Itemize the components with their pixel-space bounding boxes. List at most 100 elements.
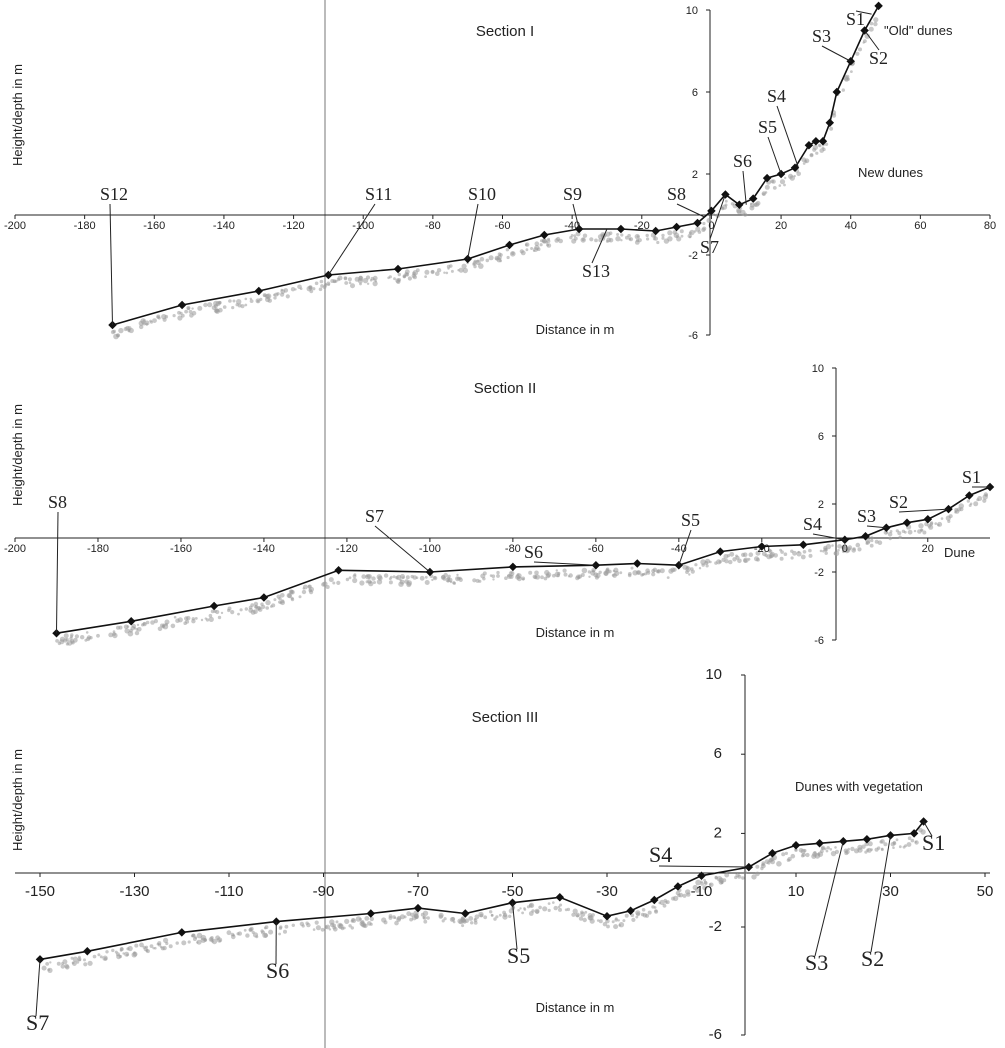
section-2-x-tick-label: 0 <box>842 543 848 555</box>
section-3-data-point <box>177 928 187 937</box>
section-1-x-tick-label: -180 <box>74 220 96 232</box>
section-2-station-label: S1 <box>962 467 981 487</box>
section-2-data-point <box>882 523 891 533</box>
section-1-data-point <box>616 224 626 234</box>
section-3-station-label: S2 <box>861 946 884 971</box>
section-1-y-tick-label: 2 <box>692 169 698 181</box>
section-1-station-label: S9 <box>563 184 582 204</box>
section-1-station-leader <box>572 203 580 230</box>
section-2-station-label: S3 <box>857 506 876 526</box>
section-2-station-leader <box>866 525 887 529</box>
section-3-data-point <box>909 829 919 838</box>
section-1-profile-line <box>112 5 880 326</box>
section-1-data-point <box>776 169 786 179</box>
section-1-station-leader <box>109 203 113 326</box>
section-1-x-axis-title: Distance in m <box>536 322 615 337</box>
section-1-data-point <box>672 222 681 232</box>
section-3-data-point <box>839 837 848 846</box>
section-1-y-tick-label: 10 <box>686 5 698 17</box>
section-1-station-leader <box>591 228 608 264</box>
section-2-panel: Section II Height/depth in m Distance in… <box>4 363 995 647</box>
section-1-title: Section I <box>476 23 534 40</box>
section-3-data-point <box>461 909 470 918</box>
section-2-x-tick-label: -140 <box>253 543 275 555</box>
section-2-station-label: S2 <box>889 492 908 512</box>
section-3-y-tick-label: -6 <box>709 1026 722 1043</box>
section-3-x-tick-label: -50 <box>502 883 524 900</box>
section-1-x-tick-label: -60 <box>495 220 511 232</box>
section-2-x-tick-label: -60 <box>588 543 604 555</box>
section-1-panel: Section I Height/depth in m Distance in … <box>4 1 996 342</box>
section-1-x-tick-label: -100 <box>352 220 374 232</box>
section-2-station-leader <box>55 511 59 634</box>
section-3-x-tick-label: -150 <box>25 883 55 900</box>
section-1-x-tick-label: 40 <box>845 220 857 232</box>
section-2-y-tick-label: 10 <box>812 363 824 375</box>
section-2-data-point <box>674 560 684 570</box>
section-3-data-point <box>602 911 612 921</box>
section-2-data-point <box>757 542 767 551</box>
section-3-station-leader <box>35 959 41 1017</box>
section-2-data-point <box>799 540 808 550</box>
section-2-y-tick-label: 2 <box>818 499 824 511</box>
section-2-station-leader <box>898 508 949 513</box>
section-2-station-label: S4 <box>803 514 822 534</box>
section-3-y-tick-label: 2 <box>714 824 722 841</box>
section-3-data-point <box>768 848 777 858</box>
section-3-station-label: S4 <box>649 842 672 867</box>
section-1-x-tick-label: -200 <box>4 220 26 232</box>
section-2-x-tick-label: -120 <box>336 543 358 555</box>
section-1-data-point <box>393 264 403 274</box>
section-2-data-point <box>716 547 725 556</box>
section-3-sediment-texture <box>41 827 926 974</box>
section-2-dune-label: Dune <box>944 545 975 560</box>
section-2-data-point <box>923 515 933 524</box>
section-3-x-tick-label: -30 <box>596 883 618 900</box>
section-3-x-tick-label: -70 <box>407 883 429 900</box>
section-3-x-tick-label: 10 <box>788 883 805 900</box>
section-1-y-axis-title: Height/depth in m <box>10 64 25 166</box>
section-1-station-label: S6 <box>733 151 752 171</box>
section-2-station-label: S8 <box>48 492 67 512</box>
section-1-station-leader <box>676 203 705 218</box>
section-2-y-tick-label: -2 <box>814 567 824 579</box>
section-2-station-leader <box>533 561 596 566</box>
section-1-x-tick-label: -80 <box>425 220 441 232</box>
section-1-station-label: S2 <box>869 48 888 68</box>
section-2-data-point <box>902 518 912 527</box>
section-1-x-tick-label: -120 <box>283 220 305 232</box>
section-2-x-tick-label: -40 <box>671 543 687 555</box>
section-1-station-label: S7 <box>700 237 719 257</box>
section-3-data-point <box>815 839 824 848</box>
section-1-station-label: S13 <box>582 261 610 281</box>
section-3-data-point <box>413 903 423 913</box>
section-2-station-label: S5 <box>681 510 700 530</box>
section-3-dunes-vegetation-label: Dunes with vegetation <box>795 779 923 794</box>
section-1-station-label: S8 <box>667 184 686 204</box>
section-3-station-leader <box>512 902 518 950</box>
section-1-station-label: S5 <box>758 117 777 137</box>
section-1-data-point <box>540 230 549 240</box>
section-1-x-tick-label: 20 <box>775 220 787 232</box>
section-1-sediment-texture <box>110 17 879 340</box>
section-2-data-point <box>840 535 850 544</box>
section-3-station-label: S7 <box>26 1010 49 1035</box>
section-3-x-tick-label: -90 <box>313 883 335 900</box>
section-2-data-point <box>259 593 269 602</box>
section-1-station-label: S4 <box>767 86 786 106</box>
section-2-station-leader <box>374 525 431 573</box>
section-1-station-leader <box>821 45 851 62</box>
section-3-data-point <box>744 862 754 872</box>
section-1-x-tick-label: -160 <box>143 220 165 232</box>
section-1-y-tick-label: 6 <box>692 87 698 99</box>
section-1-station-label: S1 <box>846 9 865 29</box>
section-3-y-tick-label: 10 <box>705 666 722 683</box>
section-3-title: Section III <box>472 709 539 726</box>
section-2-x-tick-label: 20 <box>922 543 934 555</box>
section-3-panel: Section III Height/depth in m Distance i… <box>10 666 993 1043</box>
section-1-station-label: S11 <box>365 184 392 204</box>
section-2-station-label: S7 <box>365 506 384 526</box>
section-1-x-tick-label: -20 <box>634 220 650 232</box>
section-2-data-point <box>591 560 601 570</box>
